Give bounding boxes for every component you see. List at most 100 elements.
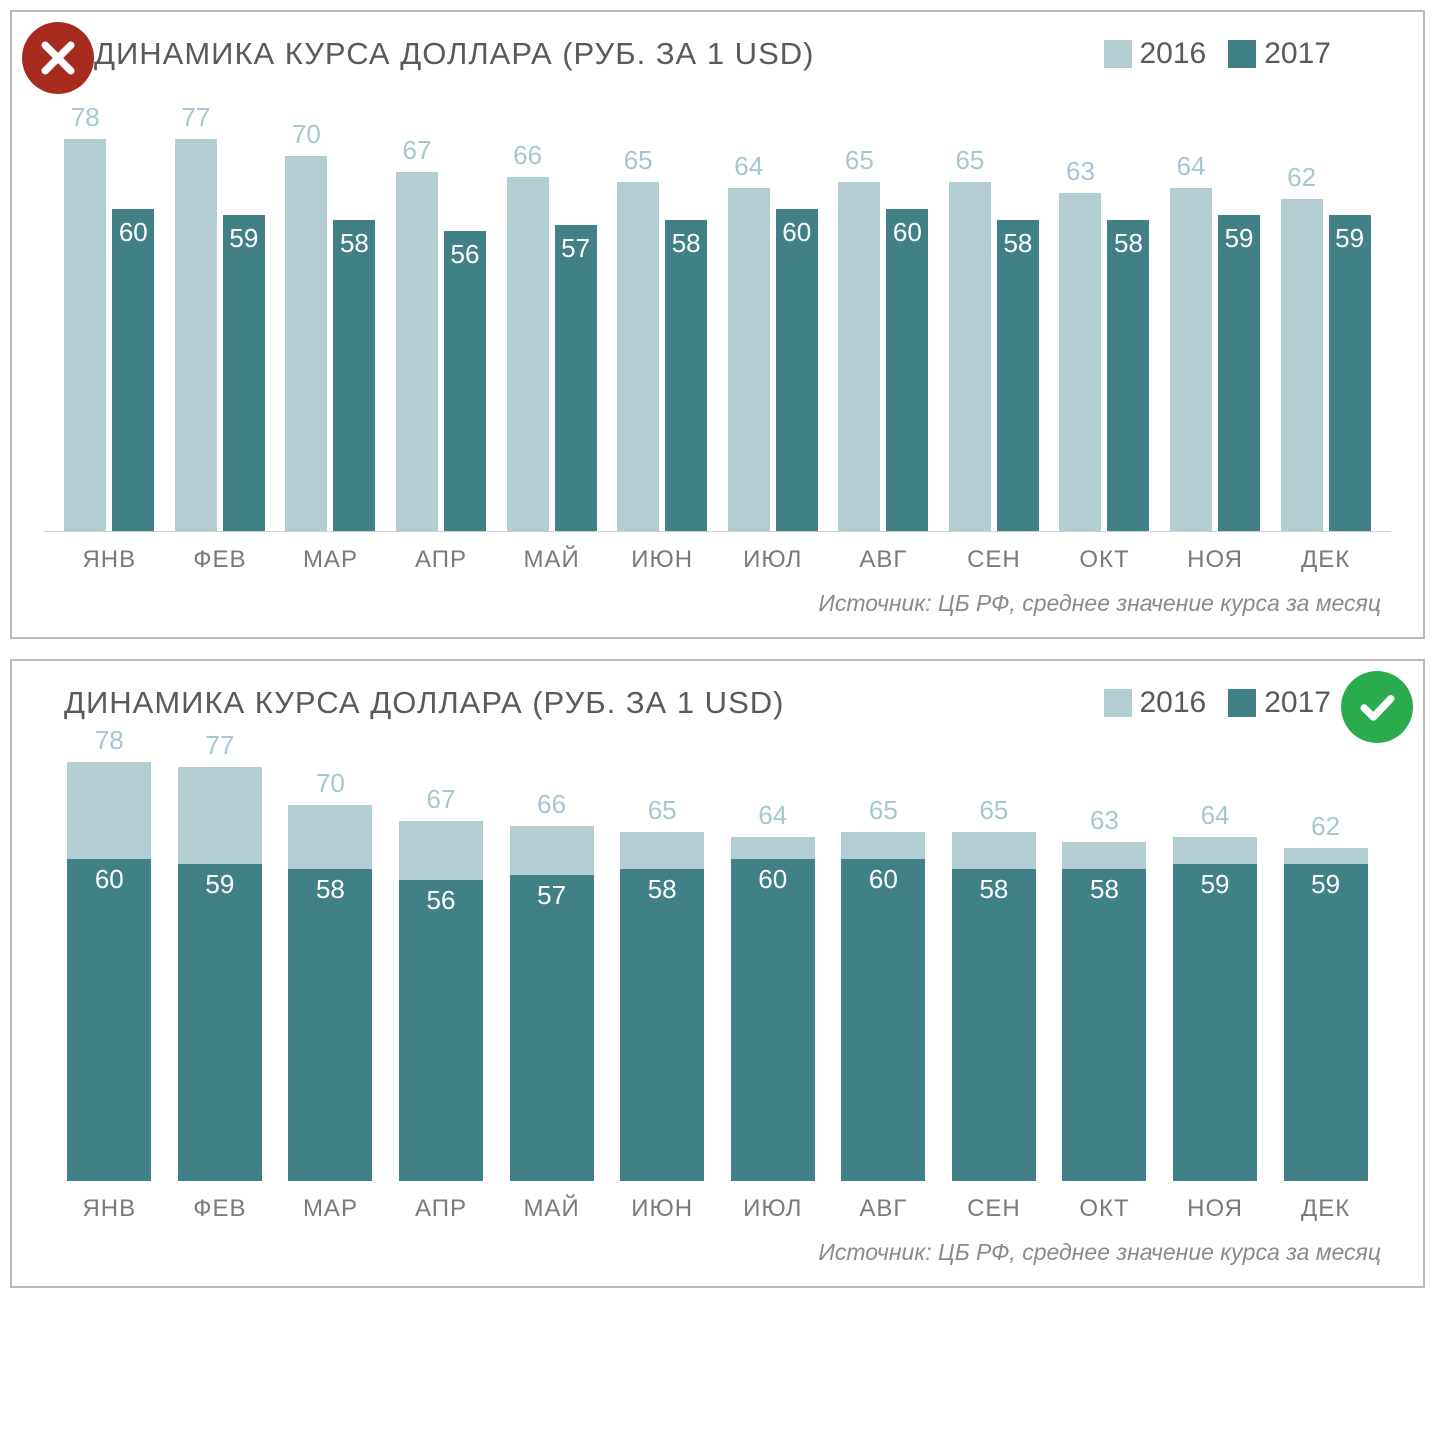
bar-rect-2017 bbox=[776, 209, 818, 531]
bar-rect-2017 bbox=[620, 869, 704, 1181]
month-col: 6558 bbox=[939, 751, 1050, 1181]
month-group: 6560 bbox=[828, 102, 939, 531]
bar-rect-2017 bbox=[1329, 215, 1371, 531]
x-tick: МАЙ bbox=[496, 546, 607, 574]
value-label-2017: 58 bbox=[665, 228, 707, 259]
x-tick: ЯНВ bbox=[54, 1195, 165, 1223]
month-col: 6756 bbox=[386, 751, 497, 1181]
month-group: 63 58 bbox=[1049, 102, 1160, 531]
bar-stack: 6558 bbox=[620, 751, 704, 1181]
bar-rect-2017 bbox=[178, 864, 262, 1181]
bar-2017: 59 bbox=[1329, 102, 1371, 531]
value-label-2016: 64 bbox=[731, 800, 815, 831]
x-tick: СЕН bbox=[939, 546, 1050, 574]
x-axis: ЯНВФЕВМАРАПРМАЙИЮНИЮЛАВГСЕНОКТНОЯДЕК bbox=[44, 1181, 1391, 1223]
chart-header: ДИНАМИКА КУРСА ДОЛЛАРА (РУБ. ЗА 1 USD) 2… bbox=[44, 36, 1391, 72]
legend-item-2017: 2017 bbox=[1228, 686, 1331, 720]
month-group: 67 56 bbox=[386, 102, 497, 531]
legend-item-2016: 2016 bbox=[1104, 686, 1207, 720]
month-col: 6259 bbox=[1270, 751, 1381, 1181]
bar-rect-2016 bbox=[949, 182, 991, 531]
bar-rect-2017 bbox=[333, 220, 375, 531]
bar-rect-2017 bbox=[399, 880, 483, 1181]
value-label-2016: 67 bbox=[403, 135, 432, 166]
x-tick: ИЮЛ bbox=[717, 546, 828, 574]
bar-rect-2017 bbox=[444, 231, 486, 531]
value-label-2017: 59 bbox=[178, 869, 262, 900]
bar-2016: 78 bbox=[64, 102, 106, 531]
bar-rect-2017 bbox=[1173, 864, 1257, 1181]
bar-rect-2017 bbox=[288, 869, 372, 1181]
value-label-2016: 65 bbox=[845, 145, 874, 176]
bar-rect-2016 bbox=[175, 139, 217, 531]
x-tick: ИЮЛ bbox=[717, 1195, 828, 1223]
bar-stack: 6756 bbox=[399, 751, 483, 1181]
x-tick: АВГ bbox=[828, 546, 939, 574]
x-axis: ЯНВФЕВМАРАПРМАЙИЮНИЮЛАВГСЕНОКТНОЯДЕК bbox=[44, 532, 1391, 574]
bar-2017: 57 bbox=[555, 102, 597, 531]
swatch-2016 bbox=[1104, 40, 1132, 68]
bar-2016: 65 bbox=[617, 102, 659, 531]
x-tick: ЯНВ bbox=[54, 546, 165, 574]
x-tick: АПР bbox=[386, 1195, 497, 1223]
x-tick: МАР bbox=[275, 1195, 386, 1223]
value-label-2017: 57 bbox=[555, 233, 597, 264]
bar-rect-2017 bbox=[997, 220, 1039, 531]
value-label-2016: 62 bbox=[1287, 162, 1316, 193]
value-label-2017: 58 bbox=[333, 228, 375, 259]
value-label-2017: 58 bbox=[952, 874, 1036, 905]
value-label-2017: 59 bbox=[1218, 223, 1260, 254]
value-label-2016: 63 bbox=[1066, 156, 1095, 187]
value-label-2017: 56 bbox=[399, 885, 483, 916]
value-label-2017: 58 bbox=[1107, 228, 1149, 259]
chart-title: ДИНАМИКА КУРСА ДОЛЛАРА (РУБ. ЗА 1 USD) bbox=[64, 685, 784, 721]
bar-rect-2017 bbox=[1062, 869, 1146, 1181]
x-tick: ИЮН bbox=[607, 1195, 718, 1223]
month-group: 6460 bbox=[717, 102, 828, 531]
bar-rect-2016 bbox=[64, 139, 106, 531]
bar-2017: 58 bbox=[333, 102, 375, 531]
bar-2017: 59 bbox=[1218, 102, 1260, 531]
chart-overlapped-bars: 7860775970586756665765586460656065586358… bbox=[44, 751, 1391, 1181]
bar-rect-2016 bbox=[617, 182, 659, 531]
month-group: 66 57 bbox=[496, 102, 607, 531]
value-label-2017: 60 bbox=[112, 217, 154, 248]
month-col: 6459 bbox=[1160, 751, 1271, 1181]
swatch-2017 bbox=[1228, 40, 1256, 68]
bar-rect-2017 bbox=[1284, 864, 1368, 1181]
bar-2017: 58 bbox=[1107, 102, 1149, 531]
value-label-2016: 66 bbox=[513, 140, 542, 171]
bar-rect-2016 bbox=[728, 188, 770, 531]
legend-label-2017: 2017 bbox=[1264, 37, 1331, 71]
bar-stack: 6560 bbox=[841, 751, 925, 1181]
x-tick: АВГ bbox=[828, 1195, 939, 1223]
bar-2017: 56 bbox=[444, 102, 486, 531]
value-label-2017: 59 bbox=[1329, 223, 1371, 254]
bar-2016: 64 bbox=[1170, 102, 1212, 531]
value-label-2016: 78 bbox=[67, 725, 151, 756]
value-label-2017: 60 bbox=[67, 864, 151, 895]
bar-2016: 70 bbox=[285, 102, 327, 531]
bar-stack: 6657 bbox=[510, 751, 594, 1181]
bar-rect-2017 bbox=[112, 209, 154, 531]
month-group: 6558 bbox=[607, 102, 718, 531]
month-col: 7058 bbox=[275, 751, 386, 1181]
bar-rect-2017 bbox=[952, 869, 1036, 1181]
bar-2016: 65 bbox=[949, 102, 991, 531]
value-label-2017: 59 bbox=[223, 223, 265, 254]
value-label-2017: 58 bbox=[997, 228, 1039, 259]
x-tick: НОЯ bbox=[1160, 546, 1271, 574]
legend-item-2017: 2017 bbox=[1228, 37, 1331, 71]
month-col: 7860 bbox=[54, 751, 165, 1181]
value-label-2017: 57 bbox=[510, 880, 594, 911]
value-label-2017: 60 bbox=[841, 864, 925, 895]
bar-2016: 67 bbox=[396, 102, 438, 531]
bar-rect-2016 bbox=[1170, 188, 1212, 531]
bar-rect-2016 bbox=[285, 156, 327, 531]
badge-check-icon bbox=[1341, 671, 1413, 743]
value-label-2016: 70 bbox=[292, 119, 321, 150]
bar-2016: 64 bbox=[728, 102, 770, 531]
value-label-2016: 64 bbox=[1177, 151, 1206, 182]
value-label-2017: 58 bbox=[288, 874, 372, 905]
chart-header: ДИНАМИКА КУРСА ДОЛЛАРА (РУБ. ЗА 1 USD) 2… bbox=[44, 685, 1391, 721]
